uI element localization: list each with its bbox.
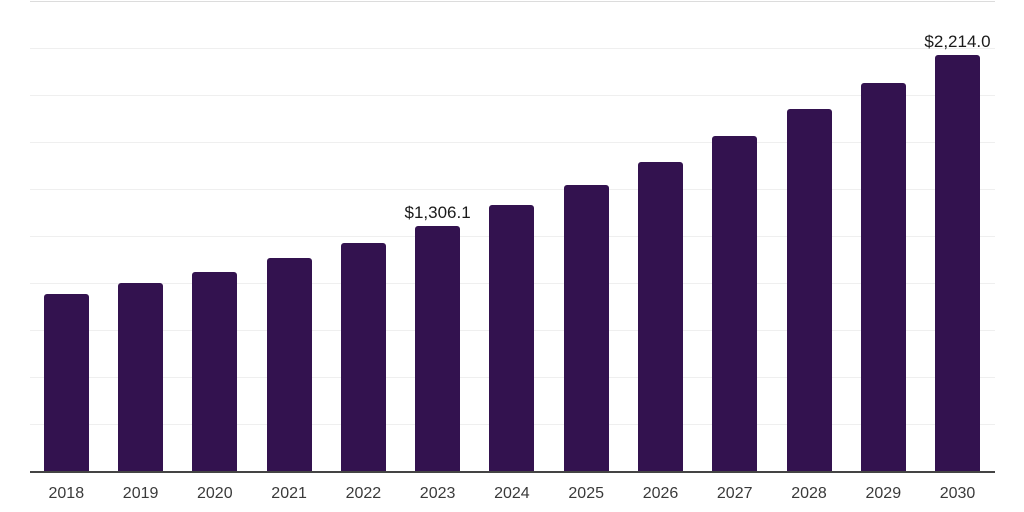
- bar-2020: [192, 271, 238, 471]
- gridline: [30, 142, 995, 143]
- x-tick-2024: 2024: [494, 485, 530, 502]
- x-tick-2023: 2023: [419, 485, 456, 502]
- bar-2019: [118, 283, 164, 471]
- x-tick-2029: 2029: [865, 485, 902, 502]
- bar-2018: [43, 294, 89, 471]
- gridline: [30, 189, 995, 190]
- value-label-2023: $1,306.1: [404, 202, 471, 222]
- gridline: [30, 48, 995, 49]
- bar-2023: [415, 225, 461, 471]
- x-tick-2018: 2018: [48, 485, 85, 502]
- x-tick-2021: 2021: [271, 485, 307, 502]
- value-label-2030: $2,214.0: [924, 31, 991, 51]
- bar-2030: [935, 54, 980, 471]
- x-tick-2026: 2026: [642, 485, 679, 502]
- x-tick-2028: 2028: [791, 485, 827, 502]
- x-tick-2027: 2027: [716, 485, 753, 502]
- x-axis-line: [30, 471, 995, 473]
- gridline: [30, 95, 995, 96]
- x-tick-2030: 2030: [939, 485, 976, 502]
- bar-2025: [563, 184, 609, 471]
- bar-2024: [489, 205, 535, 471]
- bar-2026: [638, 161, 683, 471]
- x-tick-2025: 2025: [568, 485, 604, 502]
- x-tick-2019: 2019: [122, 485, 159, 502]
- bar-2029: [860, 82, 906, 471]
- x-tick-2022: 2022: [345, 485, 382, 502]
- bar-2028: [786, 108, 832, 471]
- bar-2022: [340, 243, 386, 471]
- bar-2027: [712, 135, 758, 471]
- x-tick-2020: 2020: [197, 485, 233, 502]
- bar-2021: [266, 258, 312, 471]
- gridline: [30, 1, 995, 2]
